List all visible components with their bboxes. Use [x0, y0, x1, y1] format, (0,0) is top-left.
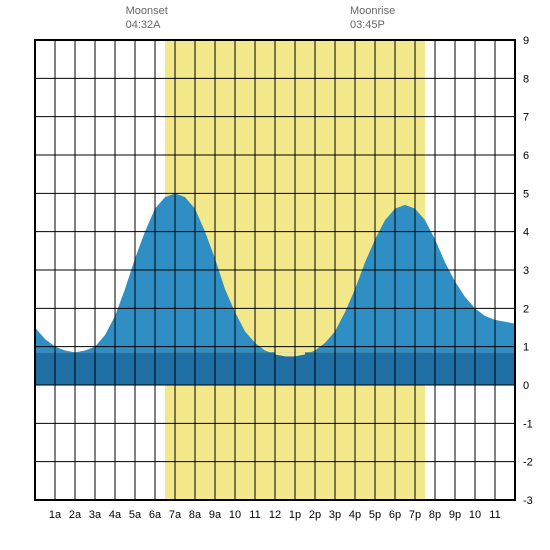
x-tick-label: 12 — [269, 509, 281, 521]
x-tick-label: 11 — [249, 509, 260, 521]
moonset-time: 04:32A — [126, 18, 168, 32]
x-tick-label: 9p — [449, 509, 461, 521]
x-tick-label: 8a — [189, 509, 202, 521]
x-tick-label: 10 — [469, 509, 481, 521]
x-tick-label: 11 — [489, 509, 500, 521]
x-tick-label: 8p — [429, 509, 441, 521]
y-tick-label: 2 — [523, 303, 529, 315]
y-tick-label: 3 — [523, 265, 529, 277]
x-tick-label: 5p — [369, 509, 381, 521]
y-tick-label: 7 — [523, 112, 529, 124]
x-tick-label: 2a — [69, 509, 82, 521]
chart-svg: -3-2-101234567891a2a3a4a5a6a7a8a9a101112… — [0, 0, 550, 550]
x-tick-label: 7a — [169, 509, 182, 521]
moonset-title: Moonset — [126, 4, 168, 18]
moonrise-title: Moonrise — [350, 4, 395, 18]
y-tick-label: -2 — [523, 457, 533, 469]
x-tick-label: 10 — [229, 509, 241, 521]
tide-chart: -3-2-101234567891a2a3a4a5a6a7a8a9a101112… — [0, 0, 550, 550]
x-tick-label: 4p — [349, 509, 361, 521]
x-tick-label: 6a — [149, 509, 162, 521]
moonset-label: Moonset04:32A — [126, 4, 168, 33]
y-tick-label: -3 — [523, 495, 533, 507]
x-tick-label: 6p — [389, 509, 401, 521]
y-tick-label: -1 — [523, 418, 533, 430]
x-tick-label: 5a — [129, 509, 142, 521]
x-tick-label: 4a — [109, 509, 122, 521]
x-tick-label: 3a — [89, 509, 102, 521]
x-tick-label: 9a — [209, 509, 222, 521]
moonrise-label: Moonrise03:45P — [350, 4, 395, 33]
x-tick-label: 3p — [329, 509, 341, 521]
x-tick-label: 2p — [309, 509, 321, 521]
y-tick-label: 9 — [523, 35, 529, 47]
y-tick-label: 5 — [523, 188, 529, 200]
y-tick-label: 4 — [523, 227, 529, 239]
y-tick-label: 1 — [523, 342, 529, 354]
x-tick-label: 1a — [49, 509, 62, 521]
y-tick-label: 0 — [523, 380, 529, 392]
y-tick-label: 6 — [523, 150, 529, 162]
y-tick-label: 8 — [523, 73, 529, 85]
x-tick-label: 7p — [409, 509, 421, 521]
x-tick-label: 1p — [289, 509, 301, 521]
moonrise-time: 03:45P — [350, 18, 395, 32]
